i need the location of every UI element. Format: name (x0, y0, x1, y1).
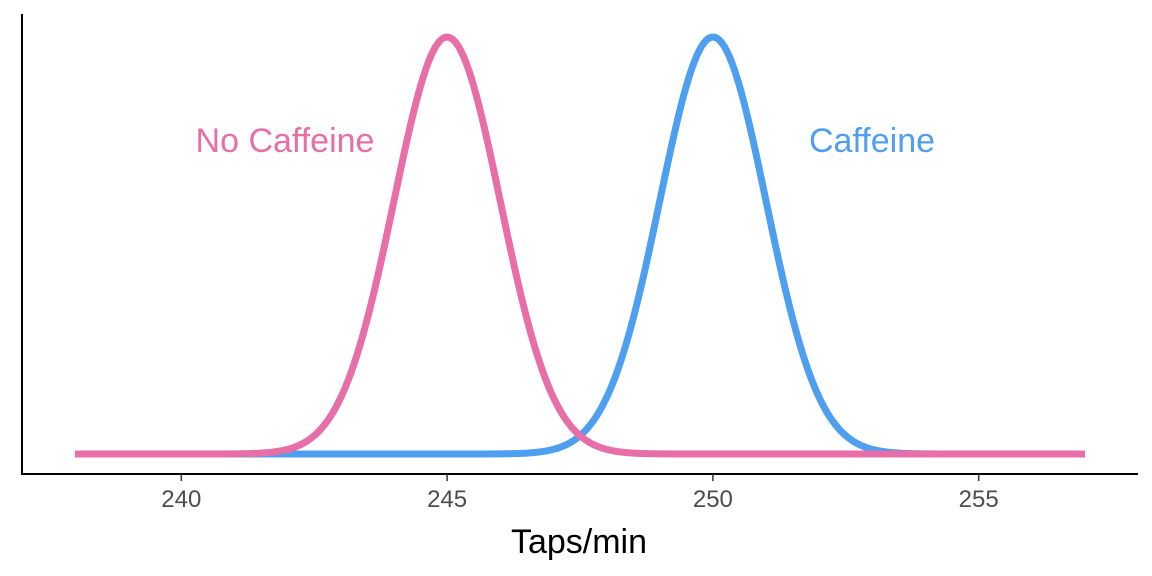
x-axis-ticks: 240 245 250 255 (161, 474, 999, 513)
series-label-caffeine: Caffeine (809, 122, 935, 160)
x-tick-label: 250 (693, 486, 733, 513)
x-tick-label: 245 (427, 486, 467, 513)
series-label-no-caffeine: No Caffeine (196, 122, 375, 160)
x-tick-label: 240 (161, 486, 201, 513)
density-curves (74, 33, 1086, 458)
density-curve-no-caffeine (74, 33, 1086, 458)
x-tick-label: 255 (959, 486, 999, 513)
density-curve-caffeine (74, 33, 1086, 458)
x-axis-title: Taps/min (511, 523, 647, 561)
